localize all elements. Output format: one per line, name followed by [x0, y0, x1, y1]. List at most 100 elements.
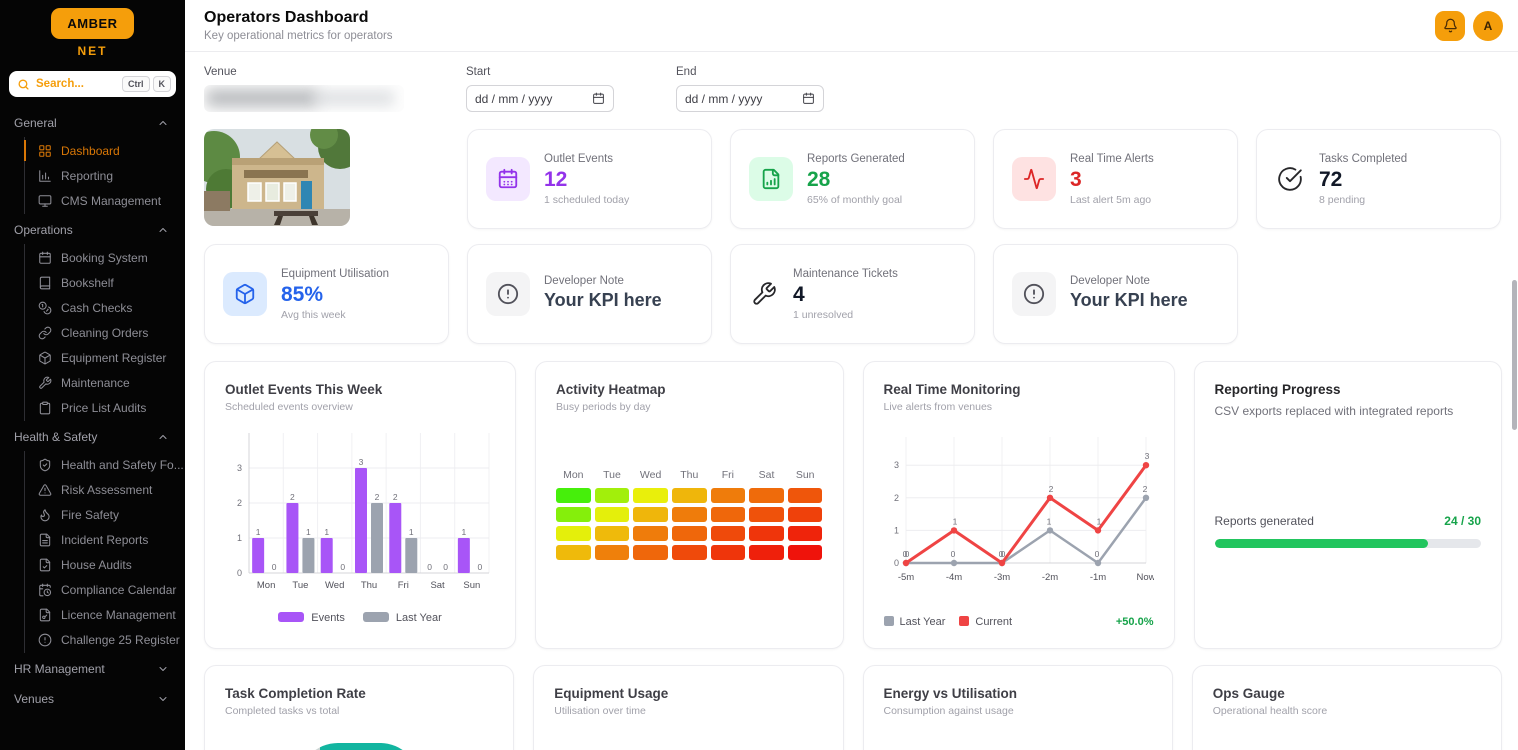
card-subtitle: Operational health score	[1212, 705, 1328, 717]
sidebar-item-licence-management[interactable]: Licence Management	[25, 602, 185, 627]
vertical-scrollbar[interactable]	[1512, 54, 1517, 748]
sidebar: AMBER NET Search... Ctrl K General Dashbo…	[0, 0, 185, 750]
charts-row: Outlet Events This Week Scheduled events…	[204, 361, 1502, 649]
box-icon	[223, 272, 267, 316]
kpi-value: 3	[1070, 167, 1082, 191]
chart-card-real-time-monitoring: Real Time Monitoring Live alerts from ve…	[862, 361, 1175, 649]
sidebar-item-reporting[interactable]: Reporting	[25, 163, 185, 188]
kpi-sub: Last alert 5m ago	[1070, 193, 1152, 206]
svg-text:Mon: Mon	[257, 580, 275, 591]
svg-text:0: 0	[237, 568, 242, 578]
sidebar-section-health-safety[interactable]: Health & Safety	[0, 423, 185, 451]
top-header: Operators Dashboard Key operational metr…	[185, 0, 1518, 52]
legend-item-events: Events	[278, 612, 345, 624]
kpi-value: 72	[1319, 167, 1343, 191]
wrench-icon	[749, 281, 779, 307]
alert-circle-icon	[1012, 272, 1056, 316]
end-date-input[interactable]: dd / mm / yyyy	[676, 85, 824, 112]
dashboard-content: Venue Start dd / mm / yyyy End	[185, 52, 1518, 750]
svg-text:3: 3	[237, 463, 242, 473]
svg-text:3: 3	[1144, 451, 1149, 461]
sidebar-item-health-and-safety-fo[interactable]: Health and Safety Fo...	[25, 452, 185, 477]
svg-text:1: 1	[1046, 516, 1051, 526]
svg-text:3: 3	[893, 460, 898, 470]
sidebar-item-fire-safety[interactable]: Fire Safety	[25, 502, 185, 527]
calendar-dots-icon	[486, 157, 530, 201]
sidebar-item-risk-assessment[interactable]: Risk Assessment	[25, 477, 185, 502]
sidebar-item-price-list-audits[interactable]: Price List Audits	[25, 395, 185, 420]
kpi-card-reports-generated: Reports Generated 28 65% of monthly goal	[730, 129, 975, 229]
monitor-icon	[38, 194, 52, 208]
heat-cell	[710, 545, 746, 560]
page-subtitle: Key operational metrics for operators	[204, 30, 393, 42]
sidebar-section-hr-management[interactable]: HR Management	[0, 655, 185, 683]
svg-text:0: 0	[427, 562, 432, 572]
sidebar-item-house-audits[interactable]: House Audits	[25, 552, 185, 577]
svg-text:0: 0	[902, 549, 907, 559]
notifications-button[interactable]	[1435, 10, 1465, 41]
card-title: Ops Gauge	[1212, 686, 1285, 701]
sidebar-item-incident-reports[interactable]: Incident Reports	[25, 527, 185, 552]
heat-cell	[556, 507, 591, 522]
heat-cell	[749, 526, 784, 541]
chart-card-reporting-progress: Reporting Progress CSV exports replaced …	[1193, 361, 1502, 649]
legend-item-last-year: Last Year	[883, 616, 945, 628]
heat-cell	[671, 526, 707, 541]
gauge-arc	[298, 743, 421, 750]
sidebar-item-challenge-25-register[interactable]: Challenge 25 Register	[25, 627, 185, 652]
sidebar-item-cms-management[interactable]: CMS Management	[25, 188, 185, 213]
heat-cell	[633, 526, 668, 541]
avatar[interactable]: A	[1473, 10, 1503, 41]
chart-card-task-completion-rate: Task Completion Rate Completed tasks vs t…	[204, 665, 515, 750]
kpi-card-real-time-alerts: Real Time Alerts 3 Last alert 5m ago	[993, 129, 1238, 229]
progress-label: Reports generated	[1214, 514, 1314, 528]
start-date-input[interactable]: dd / mm / yyyy	[466, 85, 614, 112]
scrollbar-thumb[interactable]	[1512, 280, 1517, 430]
heatmap-grid: Mon Tue Wed Thu Fri Sat Sun	[556, 469, 823, 560]
heat-cell	[556, 526, 591, 541]
clipboard-icon	[38, 401, 52, 415]
svg-text:-4m: -4m	[945, 572, 961, 583]
card-title: Task Completion Rate	[225, 686, 366, 701]
svg-text:0: 0	[893, 558, 898, 568]
sidebar-item-dashboard[interactable]: Dashboard	[24, 138, 185, 163]
svg-text:0: 0	[1000, 549, 1005, 559]
line-chart-legend: Last Year Current +50.0%	[883, 616, 1154, 628]
sidebar-item-cleaning-orders[interactable]: Cleaning Orders	[25, 320, 185, 345]
kpi-value: Your KPI here	[1070, 290, 1188, 310]
kpi-value: 85%	[281, 282, 324, 306]
kpi-card-maintenance-tickets: Maintenance Tickets 4 1 unresolved	[730, 244, 975, 344]
sidebar-item-cash-checks[interactable]: Cash Checks	[25, 295, 185, 320]
chevron-down-icon	[157, 693, 169, 705]
sidebar-item-bookshelf[interactable]: Bookshelf	[25, 270, 185, 295]
circle-check-icon	[1275, 166, 1305, 192]
sidebar-section-venues[interactable]: Venues	[0, 685, 185, 713]
sidebar-item-equipment-register[interactable]: Equipment Register	[25, 345, 185, 370]
kpi-sub: 8 pending	[1319, 193, 1366, 206]
svg-text:0: 0	[272, 562, 277, 572]
sidebar-item-compliance-calendar[interactable]: Compliance Calendar	[25, 577, 185, 602]
venue-select[interactable]	[204, 85, 404, 112]
search-input[interactable]: Search... Ctrl K	[9, 71, 176, 97]
heat-cell	[787, 507, 823, 522]
bar-chart-icon	[38, 169, 52, 183]
svg-text:1: 1	[952, 516, 957, 526]
kpi-label: Real Time Alerts	[1070, 152, 1154, 165]
svg-text:1: 1	[324, 527, 329, 537]
chart-card-activity-heatmap: Activity Heatmap Busy periods by day Mon…	[535, 361, 844, 649]
sidebar-section-operations[interactable]: Operations	[0, 216, 185, 244]
card-title: Equipment Usage	[554, 686, 669, 701]
svg-text:1: 1	[306, 527, 311, 537]
heat-cell	[556, 488, 591, 503]
file-chart-icon	[749, 157, 793, 201]
kpi-value: 4	[793, 282, 805, 306]
search-icon	[17, 78, 30, 91]
sidebar-section-general[interactable]: General	[0, 109, 185, 137]
start-date-label: Start	[466, 66, 491, 78]
kpi-label: Reports Generated	[807, 152, 905, 165]
sidebar-item-maintenance[interactable]: Maintenance	[25, 370, 185, 395]
end-date-label: End	[676, 66, 697, 78]
file-key-icon	[38, 608, 52, 622]
sidebar-item-booking-system[interactable]: Booking System	[25, 245, 185, 270]
